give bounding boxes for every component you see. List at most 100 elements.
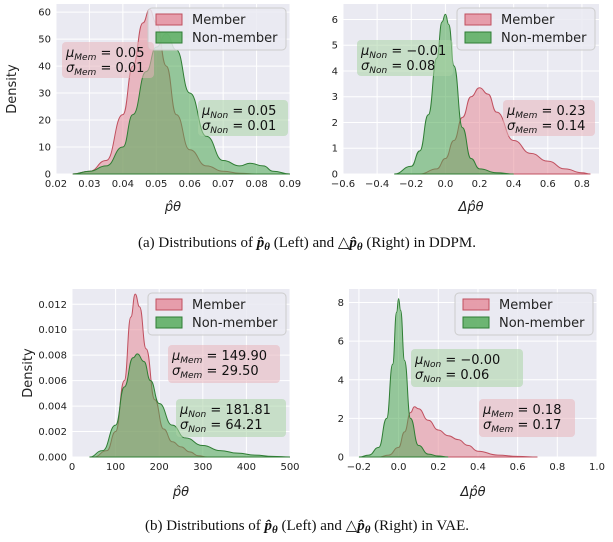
- y-tick-label: 0.012: [38, 300, 67, 311]
- annotation-non-member: [411, 349, 523, 387]
- annotation-mean: μMem = 0.23: [506, 104, 585, 121]
- x-tick-label: −0.2: [347, 462, 371, 473]
- annotation-member: [168, 345, 280, 383]
- annotation-std: σMem = 0.01: [66, 61, 144, 78]
- x-tick-label: 400: [237, 462, 256, 473]
- annotation-mean: μNon = 181.81: [179, 403, 271, 420]
- y-tick-label: 0.010: [38, 325, 67, 336]
- y-tick-label: 3: [332, 92, 338, 103]
- x-tick-label: 0.04: [112, 179, 134, 190]
- y-tick-label: 0.004: [38, 402, 67, 413]
- y-tick-label: 4: [332, 66, 338, 77]
- x-tick-label: 300: [193, 462, 212, 473]
- annotation-std: σNon = 64.21: [180, 418, 263, 435]
- series-non-member-area: [89, 353, 291, 458]
- x-tick-label: 0.8: [574, 179, 590, 190]
- annotation-std: σNon = 0.06: [415, 368, 489, 385]
- caption-b: (b) Distributions of p̂θ (Left) and △p̂θ…: [145, 518, 469, 536]
- y-tick-label: 8: [338, 298, 344, 309]
- x-tick-label: 0: [69, 462, 75, 473]
- annotation-non-member: [357, 40, 453, 76]
- y-tick-label: 50: [38, 35, 51, 46]
- x-tick-label: −0.4: [365, 179, 389, 190]
- x-tick-label: 0.05: [145, 179, 167, 190]
- y-tick-label: 2: [332, 118, 338, 129]
- legend-label-non-member: Non-member: [192, 316, 278, 331]
- y-tick-label: 5: [332, 41, 338, 52]
- x-tick-label: 0.4: [506, 179, 522, 190]
- x-axis-label: p̂θ: [164, 200, 181, 215]
- chart-ddpm-right: −0.6 −0.4 −0.2 0.0 0.2 0.4 0.6 0.8 0 1 2 3 4 5 6 Δp̂θ Me…: [331, 4, 599, 215]
- x-tick-label: 100: [106, 462, 125, 473]
- x-tick-label: 0.2: [472, 179, 488, 190]
- annotation-member: [479, 399, 575, 437]
- annotation-mean: μNon = −0.01: [360, 44, 446, 61]
- annotation-std: σMem = 0.14: [507, 119, 585, 136]
- annotation-member: [503, 100, 595, 136]
- x-tick-label: 200: [150, 462, 169, 473]
- x-tick-label: 500: [280, 462, 299, 473]
- x-tick-label: 0.07: [212, 179, 234, 190]
- x-tick-label: 0.06: [179, 179, 201, 190]
- x-tick-label: 0.2: [430, 462, 446, 473]
- legend-swatch-non-member: [462, 316, 490, 329]
- x-axis-label: p̂θ: [172, 485, 189, 500]
- legend-swatch-member: [155, 13, 183, 26]
- legend-label-non-member: Non-member: [192, 31, 278, 46]
- legend-swatch-member: [462, 298, 490, 311]
- x-tick-label: −0.6: [331, 179, 355, 190]
- y-axis-label: Density: [5, 64, 20, 114]
- x-tick-label: −0.2: [399, 179, 423, 190]
- legend-label-member: Member: [192, 298, 246, 313]
- y-tick-label: 4: [338, 375, 344, 386]
- annotation-mean: μMem = 0.18: [482, 403, 561, 420]
- x-tick-label: 0.09: [279, 179, 301, 190]
- legend-label-member: Member: [501, 13, 555, 28]
- y-tick-label: 20: [38, 116, 51, 127]
- legend-label-member: Member: [192, 13, 246, 28]
- x-tick-label: 0.0: [437, 179, 453, 190]
- y-tick-label: 0.008: [38, 351, 67, 362]
- x-tick-label: 0.4: [470, 462, 486, 473]
- y-tick-label: 6: [338, 337, 344, 348]
- x-tick-label: 0.03: [78, 179, 100, 190]
- y-tick-label: 0.006: [38, 376, 67, 387]
- y-tick-label: 40: [38, 62, 51, 73]
- caption-a: (a) Distributions of p̂θ (Left) and △p̂θ…: [138, 235, 476, 253]
- legend-swatch-member: [464, 13, 492, 26]
- x-tick-label: 0.6: [540, 179, 556, 190]
- x-tick-label: 0.08: [245, 179, 267, 190]
- annotation-mean: μNon = −0.00: [414, 353, 500, 370]
- x-tick-label: 0.0: [391, 462, 407, 473]
- x-tick-label: 1.0: [589, 462, 605, 473]
- x-tick-label: 0.8: [549, 462, 565, 473]
- y-tick-label: 0: [332, 170, 338, 181]
- annotation-non-member: [176, 399, 286, 437]
- x-axis-label: Δp̂θ: [457, 200, 483, 215]
- y-tick-label: 30: [38, 89, 51, 100]
- x-axis-label: Δp̂θ: [459, 485, 485, 500]
- y-tick-label: 0: [45, 170, 51, 181]
- series-non-member-area: [358, 298, 449, 458]
- legend-label-non-member: Non-member: [501, 31, 587, 46]
- y-tick-label: 1: [332, 144, 338, 155]
- chart-ddpm-left: 0.02 0.03 0.04 0.05 0.06 0.07 0.08 0.09 0 10 20 30 4…: [5, 4, 301, 215]
- annotation-mean: μMem = 0.05: [65, 46, 144, 63]
- annotation-std: σMem = 0.17: [483, 418, 561, 435]
- x-tick-label: 0.6: [510, 462, 526, 473]
- annotation-std: σNon = 0.08: [361, 59, 435, 76]
- annotation-mean: μMem = 149.90: [171, 349, 267, 366]
- annotation-std: σNon = 0.01: [202, 119, 276, 136]
- annotation-non-member: [198, 100, 288, 136]
- annotation-mean: μNon = 0.05: [201, 104, 276, 121]
- legend-label-member: Member: [499, 298, 553, 313]
- chart-vae-left: 0 100 200 300 400 500 0.000 0.002 0.004 0.006 0.00…: [21, 289, 300, 500]
- legend-label-non-member: Non-member: [499, 316, 585, 331]
- y-tick-label: 60: [38, 8, 51, 19]
- y-axis-label: Density: [21, 348, 36, 398]
- legend-swatch-member: [155, 298, 183, 311]
- x-tick-label: 0.02: [45, 179, 67, 190]
- series-non-member-area: [394, 13, 514, 175]
- legend-swatch-non-member: [155, 31, 183, 44]
